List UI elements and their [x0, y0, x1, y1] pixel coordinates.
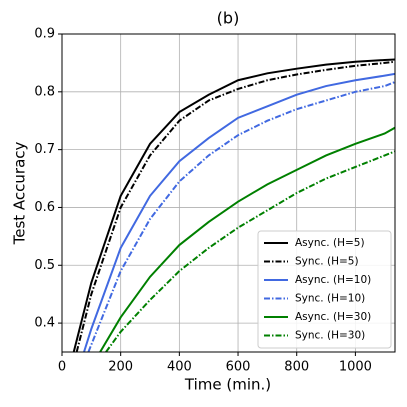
- y-tick-label: 0.6: [34, 200, 55, 215]
- legend-label: Sync. (H=10): [295, 293, 365, 305]
- series-line: [87, 81, 395, 352]
- chart-title: (b): [217, 9, 240, 28]
- y-axis-label: Test Accuracy: [11, 141, 29, 245]
- x-axis-label: Time (min.): [184, 376, 271, 394]
- y-tick-label: 0.8: [34, 84, 55, 99]
- x-tick-label: 600: [226, 360, 251, 375]
- series-line: [99, 126, 395, 352]
- y-tick-label: 0.5: [34, 258, 55, 273]
- y-tick-label: 0.9: [34, 27, 55, 42]
- series-line: [105, 150, 395, 352]
- series-line: [83, 72, 395, 352]
- series-line: [72, 58, 395, 352]
- x-tick-label: 800: [284, 360, 309, 375]
- x-tick-label: 0: [58, 360, 66, 375]
- y-tick-label: 0.7: [34, 142, 55, 157]
- legend-label: Sync. (H=5): [295, 256, 359, 268]
- x-tick-label: 200: [108, 360, 133, 375]
- y-tick-label: 0.4: [34, 316, 55, 331]
- legend-label: Sync. (H=30): [295, 330, 365, 342]
- legend-label: Async. (H=5): [295, 237, 365, 249]
- legend-label: Async. (H=30): [295, 311, 371, 323]
- series-line: [75, 60, 395, 352]
- x-tick-label: 400: [167, 360, 192, 375]
- legend-label: Async. (H=10): [295, 274, 371, 286]
- x-tick-label: 1000: [339, 360, 372, 375]
- legend-box: [257, 230, 392, 349]
- plot-frame: [61, 33, 396, 353]
